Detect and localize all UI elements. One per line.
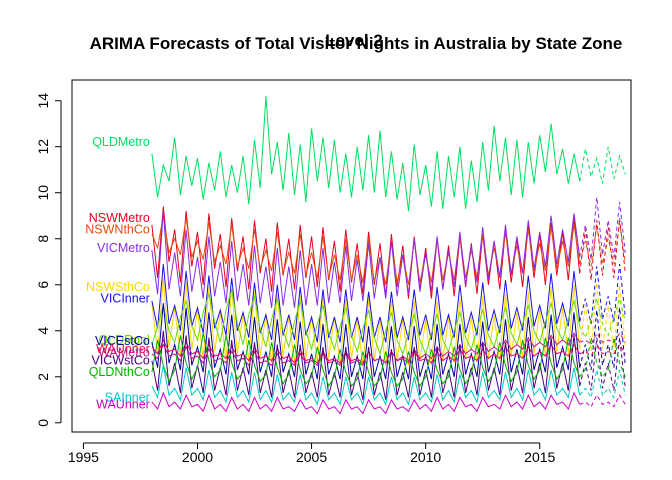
forecast-line-12 xyxy=(579,369,626,399)
series-label-4: NSWSthCo xyxy=(86,280,150,294)
series-line-11 xyxy=(151,332,581,388)
series-label-10: VICWstCo xyxy=(92,354,150,368)
series-label-0: QLDMetro xyxy=(92,135,150,149)
forecast-line-9 xyxy=(579,332,626,346)
series-line-5 xyxy=(151,264,581,343)
series-label-8: WAUnner xyxy=(96,342,150,356)
y-tick-label: 14 xyxy=(35,93,51,109)
forecast-line-5 xyxy=(579,264,626,325)
y-tick-label: 12 xyxy=(35,139,51,155)
series-label-7: VICEstCo xyxy=(95,334,150,348)
y-tick-label: 8 xyxy=(35,235,51,243)
series-line-3 xyxy=(151,211,581,308)
series-label-6: QLDRgnl xyxy=(98,333,149,347)
y-tick-label: 4 xyxy=(35,327,51,335)
forecast-line-6 xyxy=(579,296,626,340)
chart-overlay-title: Level 2 xyxy=(325,31,383,50)
series-line-10 xyxy=(151,330,581,400)
forecast-line-8 xyxy=(579,343,626,357)
forecast-line-4 xyxy=(579,282,626,352)
forecast-line-2 xyxy=(579,222,626,267)
y-tick-label: 0 xyxy=(35,419,51,427)
series-label-3: VICMetro xyxy=(97,241,150,255)
series-label-13: WAUnner xyxy=(96,397,150,411)
series-line-7 xyxy=(151,303,581,380)
x-tick-label: 2000 xyxy=(182,449,213,465)
forecast-line-13 xyxy=(579,394,626,408)
series-lines xyxy=(151,96,626,415)
series-line-12 xyxy=(151,365,581,406)
series-line-0 xyxy=(151,96,581,212)
x-tick-label: 2010 xyxy=(410,449,441,465)
series-label-9: WAMetro xyxy=(98,346,150,360)
chart-title: ARIMA Forecasts of Total Visitor Nights … xyxy=(90,34,623,53)
y-tick-label: 6 xyxy=(35,281,51,289)
forecast-line-0 xyxy=(579,146,626,184)
series-label-11: QLDNthCo xyxy=(89,365,150,379)
series-label-2: NSWNthCo xyxy=(85,223,150,237)
series-label-1: NSWMetro xyxy=(89,211,150,225)
x-tick-label: 2005 xyxy=(296,449,327,465)
forecast-line-1 xyxy=(579,217,626,281)
y-tick-label: 2 xyxy=(35,373,51,381)
series-line-9 xyxy=(151,332,581,367)
x-tick-label: 1995 xyxy=(68,449,99,465)
x-tick-label: 2015 xyxy=(524,449,555,465)
y-tick-label: 10 xyxy=(35,185,51,201)
series-line-13 xyxy=(151,391,581,415)
forecast-line-11 xyxy=(579,337,626,378)
series-line-6 xyxy=(151,289,581,356)
plot-frame xyxy=(71,79,632,433)
series-label-12: SAInner xyxy=(105,390,150,404)
y-axis: 0 2 4 6 8 10 12 14 xyxy=(35,93,62,427)
series-line-4 xyxy=(151,277,581,366)
forecast-line-3 xyxy=(579,197,626,260)
x-axis: 1995 2000 2005 2010 2015 xyxy=(68,442,556,465)
series-label-5: VICInner xyxy=(101,292,150,306)
